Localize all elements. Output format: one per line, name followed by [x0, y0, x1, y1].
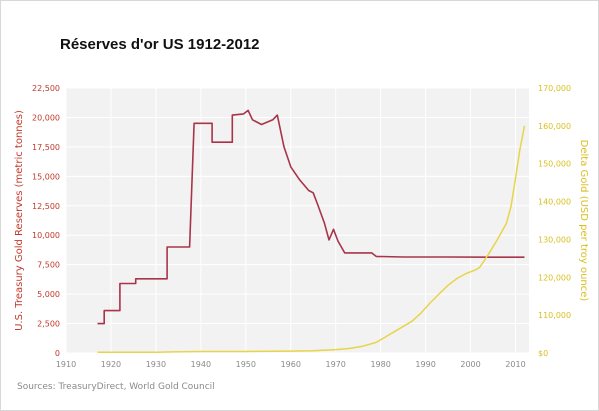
x-tick-label: 1920 [101, 360, 121, 369]
right-axis-ticks: $0 110,000 120,000 130,000 140,000 150,000 160… [538, 84, 571, 358]
left-tick-label: 7,500 [37, 261, 60, 270]
gold-price-line [97, 125, 526, 353]
x-tick-label: 1990 [415, 360, 435, 369]
reserves-line [97, 109, 525, 325]
left-tick-label: 20,000 [32, 113, 60, 122]
x-axis-ticks: 1910 1920 1930 1940 1950 1960 1970 1980 1990 2000… [56, 360, 526, 369]
right-tick-label: 130,000 [538, 235, 571, 244]
left-axis-ticks: 0 2,500 5,000 7,500 10,000 12,500 15,000 17,500… [32, 84, 60, 358]
x-tick-label: 1980 [370, 360, 390, 369]
x-tick-label: 1910 [56, 360, 76, 369]
x-tick-label: 1960 [281, 360, 301, 369]
right-tick-label: 160,000 [538, 122, 571, 131]
left-tick-label: 5,000 [37, 290, 60, 299]
right-axis-label: Delta Gold (USD per troy ounce) [578, 140, 589, 302]
sources-note: Sources: TreasuryDirect, World Gold Coun… [17, 382, 215, 392]
left-tick-label: 17,500 [32, 143, 60, 152]
chart-title: Réserves d'or US 1912-2012 [60, 36, 260, 53]
x-tick-label: 2010 [505, 360, 525, 369]
left-axis-label: U.S. Treasury Gold Reserves (metric tonn… [14, 110, 25, 331]
plot-area [66, 88, 529, 353]
x-tick-label: 1930 [146, 360, 166, 369]
x-tick-label: 1950 [236, 360, 256, 369]
left-tick-label: 22,500 [32, 84, 60, 93]
series-lines [97, 109, 526, 353]
left-tick-label: 12,500 [32, 202, 60, 211]
left-tick-label: 2,500 [37, 320, 60, 329]
x-tick-label: 1970 [326, 360, 346, 369]
left-tick-label: 15,000 [32, 172, 60, 181]
right-tick-label: 110,000 [538, 311, 571, 320]
left-tick-label: 0 [55, 349, 60, 358]
x-tick-label: 1940 [191, 360, 211, 369]
right-tick-label: 140,000 [538, 198, 571, 207]
left-tick-label: 10,000 [32, 231, 60, 240]
right-tick-label: 150,000 [538, 160, 571, 169]
right-tick-label: 170,000 [538, 84, 571, 93]
right-tick-label: $0 [538, 349, 548, 358]
x-tick-label: 2000 [460, 360, 480, 369]
right-tick-label: 120,000 [538, 273, 571, 282]
